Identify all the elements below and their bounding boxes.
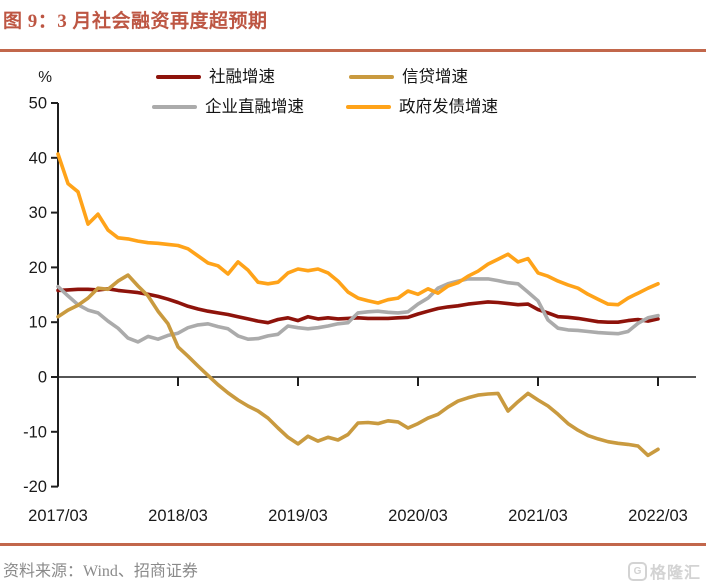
x-tick-label: 2019/03 [268,507,328,525]
legend-item-qiye-zhirong: 企业直融增速 [152,97,304,117]
legend-item-shehui: 社融增速 [156,67,275,87]
source-text: 资料来源：Wind、招商证券 [3,563,198,580]
x-tick-label: 2017/03 [28,507,88,525]
y-tick-label: -20 [23,478,47,496]
y-tick-label: 10 [29,314,47,332]
legend-label-qiye-zhirong: 企业直融增速 [205,97,304,116]
x-tick-label: 2020/03 [388,507,448,525]
y-tick-label: 50 [29,95,47,113]
y-tick-label: 0 [38,369,47,387]
x-tick-label: 2022/03 [628,507,688,525]
series-line-1 [56,273,660,458]
legend-swatch-xindai [349,74,394,80]
y-tick-label: 40 [29,149,47,167]
legend-item-zhengfu-fazhai: 政府发债增速 [346,97,498,117]
y-tick-label: 20 [29,259,47,277]
legend-label-shehui: 社融增速 [209,67,275,86]
footer-divider [0,543,706,546]
legend-item-xindai: 信贷增速 [349,67,468,87]
legend-label-xindai: 信贷增速 [402,67,468,86]
figure-title: 图 9：3 月社会融资再度超预期 [3,11,268,32]
legend-swatch-zhengfu-fazhai [346,104,391,110]
gelonghui-logo: G 格隆汇 [627,559,701,583]
logo-g-icon: G [627,561,647,581]
legend-label-zhengfu-fazhai: 政府发债增速 [399,97,498,116]
logo-text: 格隆汇 [649,565,701,582]
series-line-3 [56,152,660,307]
legend-swatch-qiye-zhirong [152,104,197,110]
series-line-2 [56,277,660,344]
x-tick-label: 2018/03 [148,507,208,525]
x-tick-label: 2021/03 [508,507,568,525]
series-line-0 [56,286,660,325]
y-tick-label: -10 [23,423,47,441]
y-tick-label: 30 [29,204,47,222]
legend-swatch-shehui [156,74,201,80]
unit-label: % [38,69,52,86]
title-divider [0,49,706,52]
